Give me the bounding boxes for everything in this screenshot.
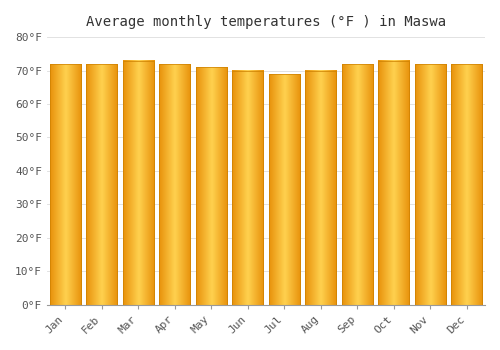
Bar	[414, 64, 446, 304]
Bar	[305, 71, 336, 304]
Bar	[342, 64, 372, 304]
Bar	[378, 61, 409, 304]
Bar	[86, 64, 117, 304]
Bar	[232, 71, 263, 304]
Bar	[232, 71, 263, 304]
Bar	[122, 61, 154, 304]
Bar	[268, 74, 300, 304]
Bar	[196, 67, 226, 304]
Bar	[342, 64, 372, 304]
Bar	[305, 71, 336, 304]
Bar	[378, 61, 409, 304]
Bar	[268, 74, 300, 304]
Bar	[451, 64, 482, 304]
Bar	[451, 64, 482, 304]
Bar	[159, 64, 190, 304]
Bar	[50, 64, 80, 304]
Bar	[50, 64, 80, 304]
Title: Average monthly temperatures (°F ) in Maswa: Average monthly temperatures (°F ) in Ma…	[86, 15, 446, 29]
Bar	[86, 64, 117, 304]
Bar	[414, 64, 446, 304]
Bar	[122, 61, 154, 304]
Bar	[196, 67, 226, 304]
Bar	[159, 64, 190, 304]
